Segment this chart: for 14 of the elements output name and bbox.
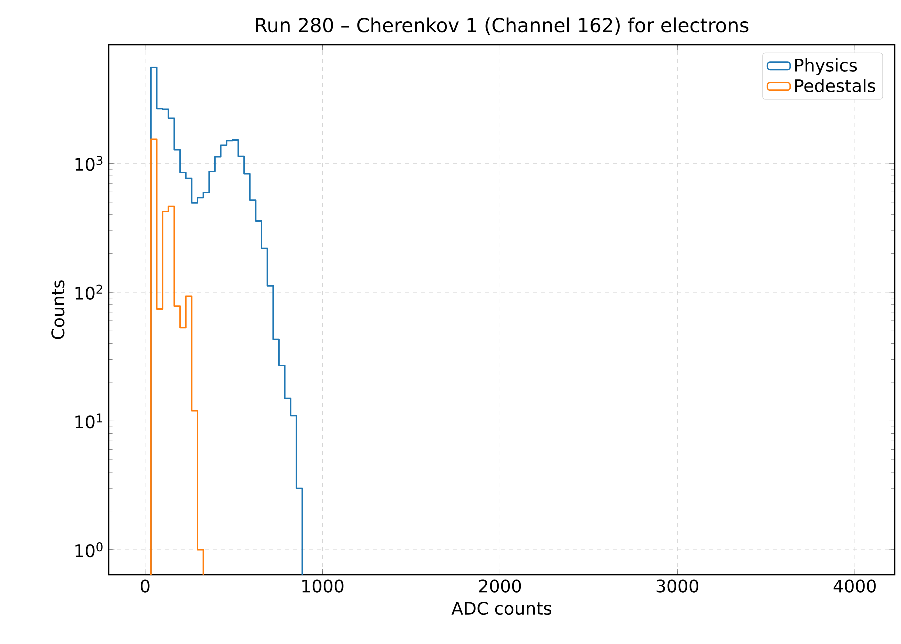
x-tick-label: 3000 bbox=[656, 580, 699, 593]
y-tick-label: 10$^{0}$ bbox=[76, 542, 103, 558]
y-tick-label: 10$^{1}$ bbox=[76, 414, 102, 429]
x-tick-label: 4000 bbox=[834, 580, 876, 593]
x-axis-title: ADC counts bbox=[452, 602, 552, 616]
chart-title: Run 280 – Cherenkov 1 (Channel 162) for electrons bbox=[256, 18, 749, 35]
x-tick-label: 1000 bbox=[302, 580, 344, 593]
legend-label: Physics bbox=[796, 58, 858, 76]
x-tick-label: 2000 bbox=[479, 580, 522, 593]
legend-label: Pedestals bbox=[796, 79, 876, 92]
y-axis-title: Counts bbox=[52, 280, 65, 340]
y-tick-label: 10$^{3}$ bbox=[76, 156, 103, 172]
x-tick-label: 0 bbox=[141, 580, 150, 593]
y-tick-label: 10$^{2}$ bbox=[76, 284, 102, 300]
